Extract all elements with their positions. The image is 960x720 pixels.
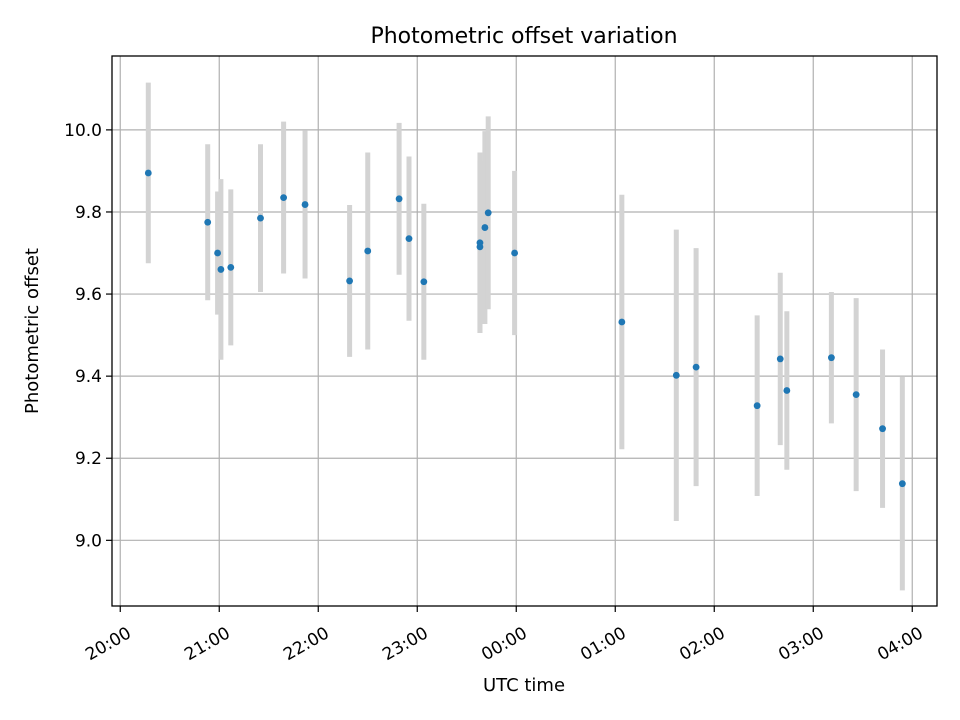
data-point	[476, 239, 484, 247]
x-tick-label: 02:00	[676, 623, 728, 665]
grid-lines	[112, 56, 937, 606]
data-point	[257, 214, 264, 222]
data-points	[144, 169, 906, 488]
x-tick-label: 23:00	[379, 623, 431, 665]
y-axis-label: Photometric offset	[22, 248, 43, 414]
data-point	[214, 249, 222, 257]
data-point	[692, 363, 700, 371]
x-axis-ticks: 20:00 21:00 22:00 23:00 00:00 01:00 02:00 03:00…	[82, 606, 927, 665]
y-tick-label: 9.6	[75, 285, 102, 305]
data-point	[481, 224, 489, 231]
data-point	[852, 391, 860, 399]
x-tick-label: 03:00	[775, 623, 827, 665]
data-point	[828, 354, 835, 362]
x-tick-label: 00:00	[478, 623, 530, 665]
x-tick-label: 01:00	[577, 623, 629, 665]
data-point	[217, 266, 225, 273]
data-point	[395, 195, 403, 203]
y-tick-label: 9.0	[75, 531, 102, 551]
data-point	[227, 263, 235, 271]
data-point	[898, 480, 906, 488]
data-point	[753, 402, 761, 410]
x-tick-label: 21:00	[181, 623, 233, 665]
data-point	[420, 278, 428, 286]
data-point	[879, 425, 886, 433]
data-point	[144, 169, 152, 177]
chart-title: Photometric offset variation	[370, 24, 677, 49]
y-axis-ticks: 9.0 9.2 9.4 9.6 9.8 10.0	[64, 121, 112, 551]
data-point	[511, 249, 518, 257]
data-point	[776, 355, 784, 363]
data-point	[484, 209, 492, 217]
data-point	[672, 371, 680, 379]
data-point	[783, 387, 791, 394]
x-tick-label: 20:00	[82, 623, 134, 665]
y-tick-label: 9.8	[75, 203, 102, 223]
data-point	[618, 318, 626, 326]
data-point	[346, 277, 353, 285]
data-point	[280, 194, 287, 202]
data-point	[364, 247, 372, 255]
y-tick-label: 9.4	[75, 367, 102, 387]
error-bars	[145, 82, 905, 591]
y-tick-label: 9.2	[75, 449, 102, 469]
x-tick-label: 22:00	[280, 623, 332, 665]
x-axis-label: UTC time	[483, 675, 565, 696]
data-point	[405, 235, 413, 243]
data-point	[301, 201, 309, 208]
y-tick-label: 10.0	[64, 121, 102, 141]
data-point	[204, 218, 212, 226]
x-tick-label: 04:00	[874, 623, 926, 665]
plot-frame	[111, 55, 938, 607]
